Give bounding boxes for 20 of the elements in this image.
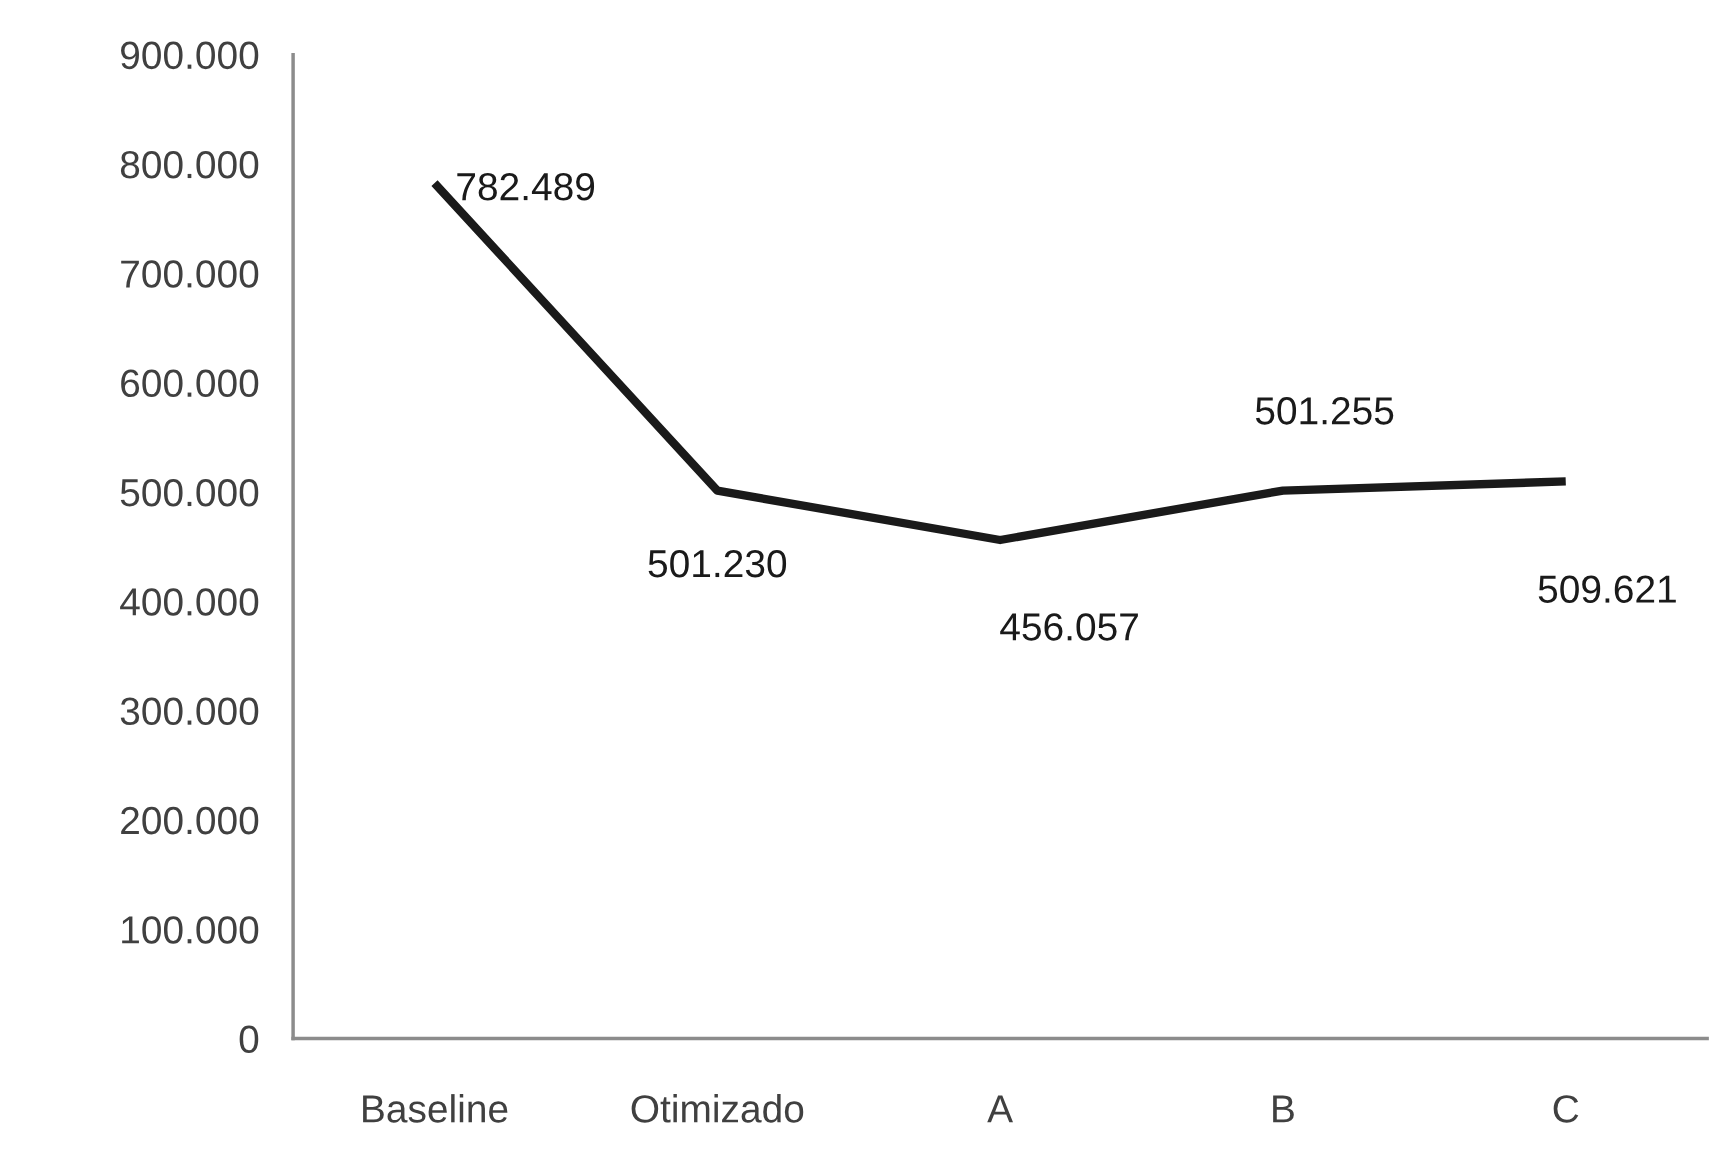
y-tick-label: 300.000 [120,697,259,726]
data-label: 782.489 [457,172,595,201]
data-label: 456.057 [1000,613,1138,641]
y-tick-label: 700.000 [121,260,259,288]
x-tick-label: C [1553,1095,1579,1123]
y-tick-label: 400.000 [120,588,259,616]
y-tick-label: 800.000 [120,150,259,179]
data-label: 501.230 [648,549,787,578]
x-tick-label: Otimizado [631,1094,804,1123]
y-tick-label: 600.000 [121,369,259,398]
y-tick-label: 100.000 [122,916,259,944]
y-tick-label: 200.000 [121,806,259,835]
y-tick-label: 900.000 [121,41,259,70]
y-tick-label: 500.000 [120,478,259,507]
y-tick-label: 0 [239,1025,259,1054]
data-label: 509.621 [1538,575,1676,603]
x-tick-label: A [987,1095,1014,1123]
data-label: 501.255 [1255,397,1394,425]
x-tick-label: Baseline [363,1094,508,1123]
x-tick-label: B [1273,1095,1294,1123]
